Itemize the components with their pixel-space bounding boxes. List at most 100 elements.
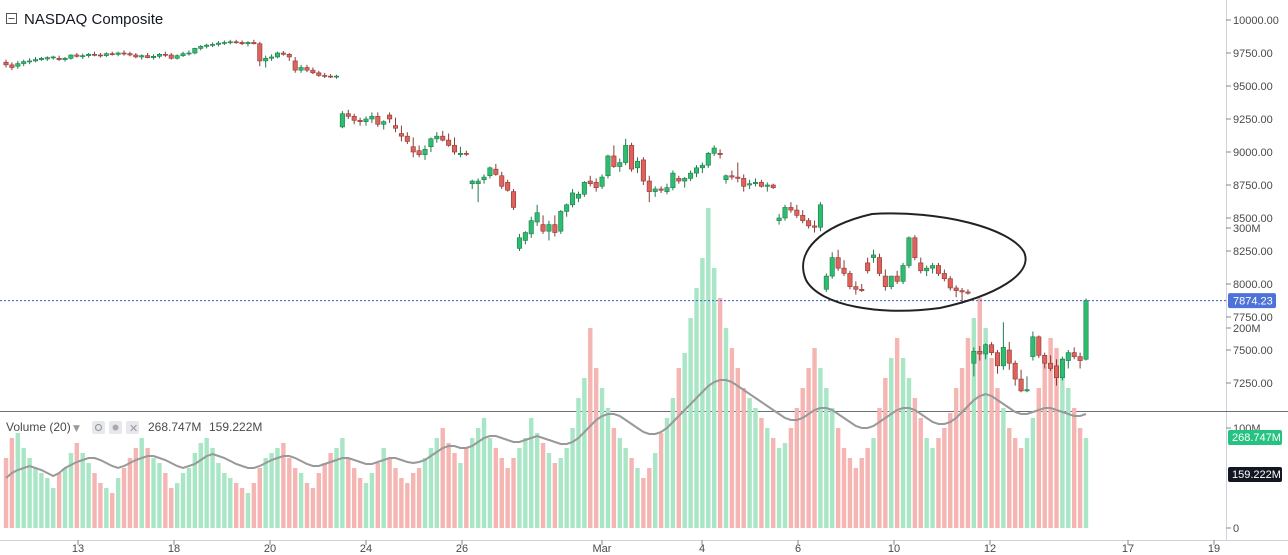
time-tick-label: 13 xyxy=(72,543,84,555)
close-icon[interactable] xyxy=(126,421,139,434)
candle-body xyxy=(428,138,434,148)
candle-body xyxy=(753,182,759,184)
volume-bar xyxy=(517,448,522,528)
volume-bar xyxy=(3,458,9,528)
volume-bar xyxy=(15,433,21,528)
volume-bar xyxy=(1060,358,1065,528)
candle-body xyxy=(953,287,959,291)
volume-label[interactable]: Volume (20) xyxy=(6,420,71,434)
volume-bar xyxy=(1054,348,1059,528)
volume-bar xyxy=(711,268,717,528)
candle-body xyxy=(693,167,699,174)
candle-body xyxy=(192,48,198,54)
candle-body xyxy=(558,211,564,232)
candle-body xyxy=(770,184,776,188)
candle-body xyxy=(416,150,422,155)
volume-bar xyxy=(186,468,192,528)
volume-bar xyxy=(399,478,404,528)
volume-bar xyxy=(877,408,882,528)
volume-bar xyxy=(883,378,888,528)
volume-bar xyxy=(717,298,723,528)
candle-body xyxy=(682,178,688,182)
volume-bar xyxy=(723,328,729,528)
volume-bar xyxy=(818,368,823,528)
candle-body xyxy=(853,286,859,290)
volume-bar xyxy=(623,448,628,528)
volume-dropdown-icon[interactable]: ▼ xyxy=(73,424,80,434)
candle-body xyxy=(434,135,440,140)
candle-body xyxy=(776,217,782,221)
candle-body xyxy=(652,188,658,192)
volume-bar xyxy=(942,428,947,528)
volume-bar xyxy=(334,448,339,528)
volume-bar xyxy=(233,483,239,528)
candle-body xyxy=(221,42,227,44)
candle-body xyxy=(375,116,381,125)
candle-body xyxy=(871,254,877,258)
price-tick-label: 8000.00 xyxy=(1233,279,1273,291)
time-axis[interactable]: 13 18 20 24 26 Mar 4 6 10 12 17 19 xyxy=(72,540,1220,555)
volume-bar xyxy=(906,378,912,528)
candle-body xyxy=(227,41,233,44)
candle-body xyxy=(888,275,894,287)
candle-body xyxy=(274,52,280,58)
volume-bar xyxy=(1077,428,1083,528)
candle-body xyxy=(723,175,729,181)
candle-body xyxy=(623,145,629,163)
volume-bar xyxy=(971,318,977,528)
candle-body xyxy=(1000,347,1006,367)
candle-body xyxy=(304,67,310,71)
volume-bar xyxy=(493,448,499,528)
volume-bar xyxy=(747,398,752,528)
volume-bar xyxy=(1042,358,1047,528)
candle-body xyxy=(540,224,546,232)
candle-body xyxy=(699,164,705,169)
candle-body xyxy=(835,257,841,269)
symbol-title[interactable]: NASDAQ Composite xyxy=(24,11,163,28)
price-tick-label: 8750.00 xyxy=(1233,180,1273,192)
candle-body xyxy=(705,153,711,166)
volume-bar xyxy=(729,348,735,528)
candle-body xyxy=(74,54,80,57)
volume-bar xyxy=(86,463,91,528)
volume-bar xyxy=(56,473,62,528)
volume-bar xyxy=(110,493,115,528)
candle-body xyxy=(640,159,646,182)
candle-body xyxy=(286,54,292,58)
volume-tick-label: 300M xyxy=(1233,223,1261,235)
volume-bar xyxy=(346,458,351,528)
price-axis[interactable]: 10000.00 9750.00 9500.00 9250.00 9000.00 8750… xyxy=(1226,15,1279,390)
candles xyxy=(3,39,1089,393)
candle-body xyxy=(38,57,44,60)
volume-bar xyxy=(145,448,150,528)
volume-bar xyxy=(1018,448,1024,528)
volume-bar xyxy=(104,488,109,528)
eye-icon[interactable] xyxy=(92,421,105,434)
volume-bar xyxy=(216,463,221,528)
price-tick-label: 10000.00 xyxy=(1233,15,1279,27)
volume-bar xyxy=(617,438,622,528)
volume-bar xyxy=(936,438,941,528)
candle-body xyxy=(629,145,635,170)
volume-bar xyxy=(387,458,392,528)
candle-body xyxy=(463,153,469,155)
volume-bar xyxy=(983,328,988,528)
volume-bar xyxy=(776,448,782,528)
candle-body xyxy=(322,75,328,77)
volume-bar xyxy=(222,473,227,528)
candle-body xyxy=(251,42,257,45)
candle-body xyxy=(729,175,735,178)
candle-body xyxy=(33,59,39,62)
candle-body xyxy=(1077,356,1083,361)
volume-bar xyxy=(39,473,44,528)
volume-bar xyxy=(21,448,26,528)
volume-bar xyxy=(995,388,1000,528)
volume-bar xyxy=(422,458,428,528)
volume-bar xyxy=(363,483,369,528)
volume-bar xyxy=(511,458,516,528)
candle-body xyxy=(210,44,216,46)
volume-bar xyxy=(900,358,906,528)
volume-bar xyxy=(92,473,97,528)
